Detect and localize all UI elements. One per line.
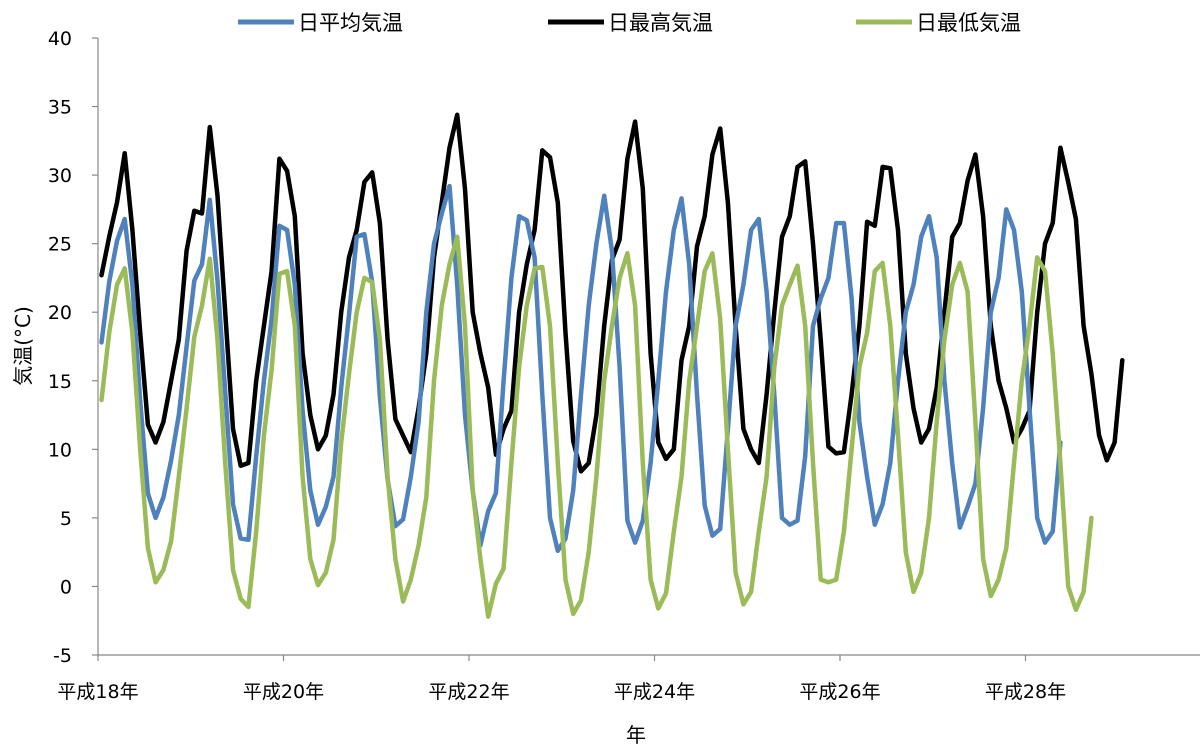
x-axis-title: 年 (626, 723, 646, 747)
legend-label: 日最低気温 (916, 11, 1021, 35)
y-axis-title: 気温(°C) (11, 306, 35, 386)
x-tick-label: 平成22年 (428, 681, 509, 703)
y-tick-label: 25 (48, 234, 72, 256)
y-tick-label: 5 (60, 508, 72, 530)
y-tick-label: 20 (48, 302, 72, 324)
series-line-min (99, 234, 1094, 619)
x-tick-label: 平成24年 (614, 681, 695, 703)
y-tick-label: 35 (48, 97, 72, 119)
x-tick-label: 平成18年 (57, 681, 138, 703)
x-tick-label: 平成28年 (985, 681, 1066, 703)
x-tick-label: 平成20年 (243, 681, 324, 703)
legend-label: 日平均気温 (298, 11, 403, 35)
y-tick-label: 15 (48, 371, 72, 393)
y-tick-label: -5 (53, 645, 72, 667)
series-line-avg (99, 183, 1063, 554)
x-tick-label: 平成26年 (799, 681, 880, 703)
y-tick-label: 10 (48, 439, 72, 461)
y-tick-label: 40 (48, 28, 72, 50)
plot-area (99, 112, 1125, 619)
legend-label: 日最高気温 (608, 11, 713, 35)
x-axis: 平成18年 平成20年 平成22年 平成24年 平成26年 平成28年 (57, 654, 1200, 703)
y-axis: -5 0 5 10 15 20 25 30 35 40 (48, 28, 99, 667)
legend: 日平均気温 日最高気温 日最低気温 (238, 11, 1021, 35)
y-tick-label: 0 (60, 576, 72, 598)
y-tick-label: 30 (48, 165, 72, 187)
